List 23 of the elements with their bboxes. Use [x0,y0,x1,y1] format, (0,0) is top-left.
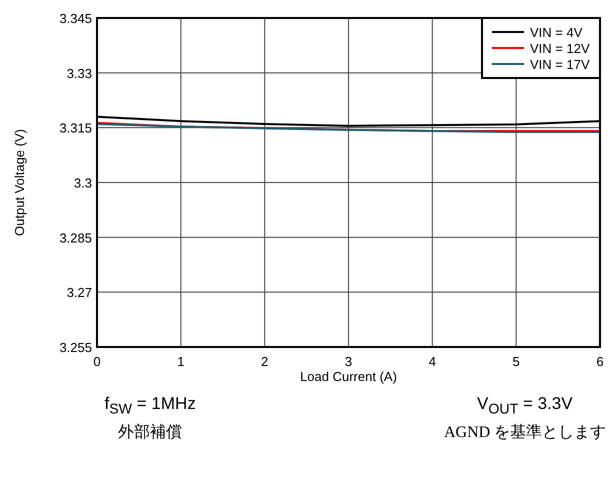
text: 外部補償 [118,422,182,442]
x-tick-label: 0 [93,354,101,369]
y-tick-label: 3.33 [66,66,92,81]
x-tick-label: 3 [344,354,352,369]
y-axis-title: Output Voltage (V) [12,129,27,236]
x-axis-title: Load Current (A) [300,369,397,384]
y-tick-label: 3.255 [59,340,92,355]
y-tick-label: 3.345 [59,11,92,26]
x-tick-label: 6 [596,354,604,369]
x-tick-label: 1 [177,354,184,369]
y-tick-label: 3.3 [74,176,92,190]
y-tick-label: 3.27 [66,285,92,300]
text: AGND を基準とします [444,422,606,442]
text: V$_{OUT}$ = 3.3V [477,394,573,417]
x-tick-label: 2 [261,354,268,369]
y-tick-label: 3.285 [59,230,92,246]
x-tick-label: 5 [512,354,520,369]
legend-label: VIN = 17V [530,57,590,72]
y-tick-label: 3.315 [59,120,92,136]
legend-label: VIN = 12V [530,41,590,56]
legend-label: VIN = 4V [530,25,583,40]
text: f$_{SW}$ = 1MHz [104,394,196,417]
x-tick-label: 4 [428,354,436,369]
